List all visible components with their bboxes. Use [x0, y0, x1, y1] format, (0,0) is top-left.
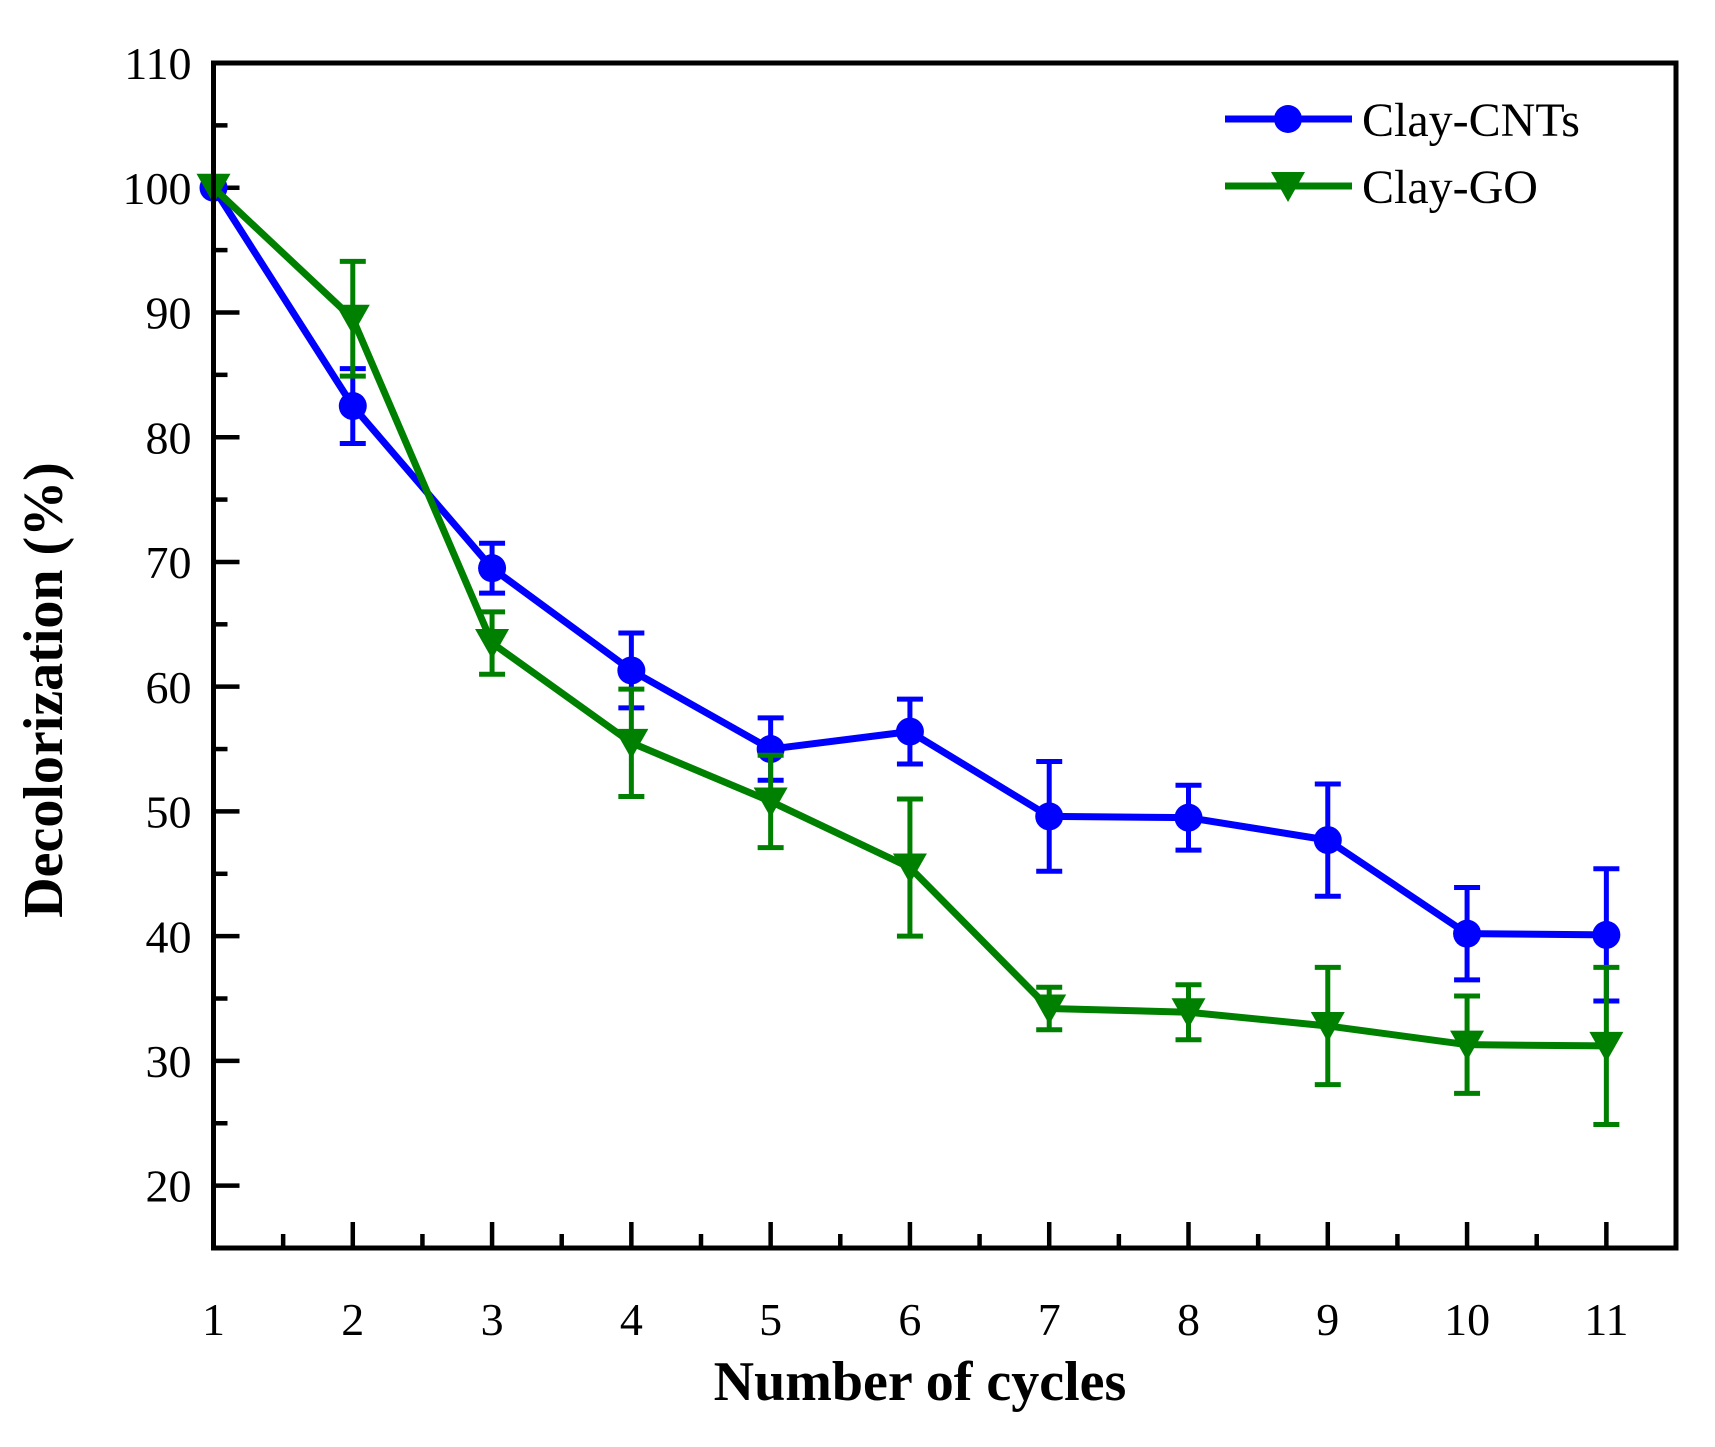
data-point-marker	[478, 554, 507, 583]
x-tick-label: 5	[759, 1294, 782, 1345]
legend-item-clay-cnts: Clay-CNTs	[1225, 94, 1580, 147]
data-point-marker	[338, 392, 367, 421]
legend: Clay-CNTs Clay-GO	[1225, 94, 1580, 214]
data-point-marker	[1171, 998, 1206, 1029]
y-tick-label: 70	[146, 537, 192, 588]
data-point-marker	[1174, 803, 1203, 832]
x-tick-label: 11	[1584, 1294, 1628, 1345]
data-point-marker	[892, 853, 927, 884]
x-tick-label: 2	[341, 1294, 364, 1345]
y-tick-label: 60	[146, 662, 192, 713]
y-tick-label: 40	[146, 911, 192, 962]
data-point-marker	[475, 629, 510, 660]
data-point-marker	[614, 728, 649, 759]
y-tick-label: 100	[123, 163, 192, 214]
data-point-marker	[617, 656, 646, 685]
data-point-marker	[1450, 1030, 1485, 1061]
data-point-marker	[895, 717, 924, 746]
legend-triangle-marker-icon	[1271, 172, 1305, 202]
data-point-marker	[335, 304, 370, 335]
y-tick-label: 80	[146, 412, 192, 463]
y-tick-label: 20	[146, 1161, 192, 1212]
data-point-marker	[1592, 920, 1621, 949]
x-tick-label: 8	[1177, 1294, 1200, 1345]
data-point-marker	[1313, 826, 1342, 855]
series-clay-cnts	[199, 173, 1621, 1004]
x-tick-label: 10	[1444, 1294, 1490, 1345]
y-tick-label: 110	[124, 38, 191, 89]
y-tick-label: 50	[146, 787, 192, 838]
legend-item-clay-go: Clay-GO	[1225, 161, 1538, 214]
data-point-marker	[753, 787, 788, 818]
plot-frame	[211, 60, 1679, 1251]
x-tick-label: 7	[1038, 1294, 1061, 1345]
data-point-marker	[1589, 1031, 1624, 1062]
legend-label: Clay-CNTs	[1362, 94, 1580, 147]
legend-circle-marker-icon	[1274, 105, 1302, 133]
series-clay-go	[196, 173, 1624, 1128]
x-tick-label: 6	[898, 1294, 921, 1345]
data-point-marker	[1032, 994, 1067, 1025]
x-tick-label: 3	[481, 1294, 504, 1345]
x-axis-title: Number of cycles	[714, 1351, 1127, 1413]
data-point-marker	[1310, 1011, 1345, 1042]
y-tick-label: 90	[146, 288, 192, 339]
y-tick-label: 30	[146, 1036, 192, 1087]
data-point-marker	[1035, 802, 1064, 831]
x-tick-label: 4	[620, 1294, 643, 1345]
data-point-marker	[1453, 919, 1482, 948]
y-axis-title: Decolorization (%)	[13, 462, 75, 918]
legend-label: Clay-GO	[1362, 161, 1538, 214]
x-tick-label: 9	[1316, 1294, 1339, 1345]
x-tick-label: 1	[202, 1294, 225, 1345]
